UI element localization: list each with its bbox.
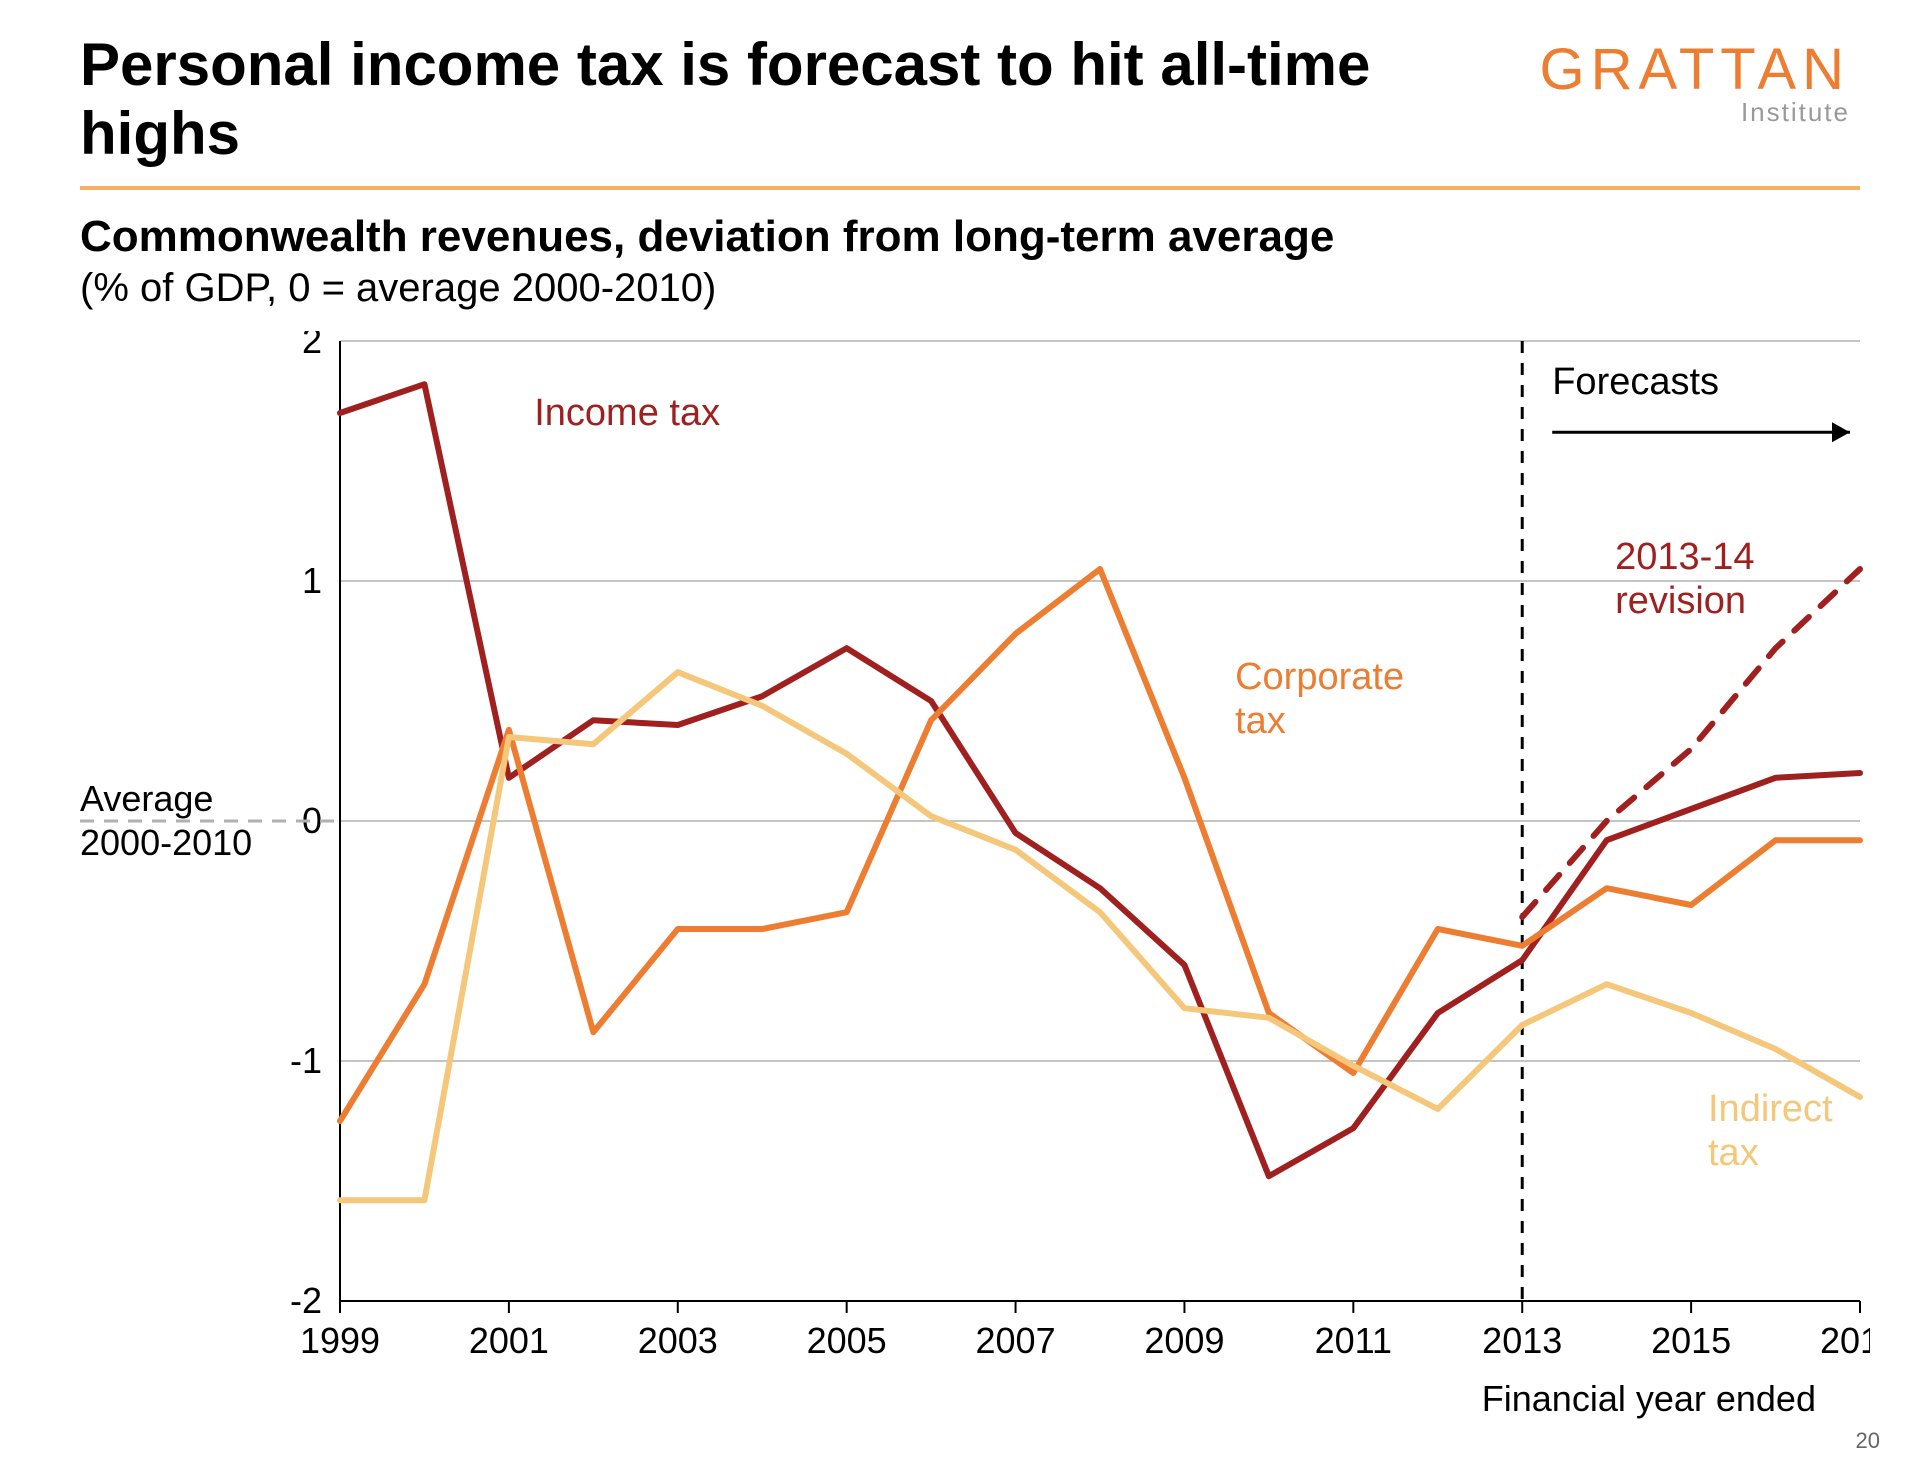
chart-container: -2-1012Average2000-201019992001200320052… (80, 331, 1860, 1441)
x-tick-label: 2015 (1651, 1320, 1731, 1361)
logo-main: GRATTAN (1539, 36, 1850, 103)
x-tick-label: 2005 (807, 1320, 887, 1361)
average-label-1: Average (80, 778, 213, 819)
series-label: Corporate (1235, 656, 1404, 698)
x-tick-label: 2013 (1482, 1320, 1562, 1361)
line-chart: -2-1012Average2000-201019992001200320052… (80, 331, 1870, 1441)
series-label: tax (1235, 700, 1286, 742)
divider (80, 186, 1860, 190)
x-axis-title: Financial year ended (1482, 1378, 1816, 1419)
page-title: Personal income tax is forecast to hit a… (80, 30, 1380, 168)
x-tick-label: 2007 (976, 1320, 1056, 1361)
x-tick-label: 2001 (469, 1320, 549, 1361)
x-tick-label: 2017 (1820, 1320, 1870, 1361)
series-line (340, 384, 1860, 1176)
y-tick-label: 1 (302, 560, 322, 601)
series-label: 2013-14 (1615, 536, 1754, 578)
y-tick-label: -1 (290, 1040, 322, 1081)
series-line (340, 569, 1860, 1121)
series-label: tax (1708, 1132, 1759, 1174)
x-tick-label: 2011 (1315, 1320, 1392, 1361)
y-tick-label: -2 (290, 1280, 322, 1321)
x-tick-label: 1999 (300, 1320, 380, 1361)
x-tick-label: 2009 (1144, 1320, 1224, 1361)
x-tick-label: 2003 (638, 1320, 718, 1361)
series-label: Indirect (1708, 1088, 1833, 1130)
forecasts-label: Forecasts (1552, 361, 1719, 403)
series-label: revision (1615, 580, 1746, 622)
subtitle: Commonwealth revenues, deviation from lo… (80, 212, 1860, 262)
y-tick-label: 2 (302, 331, 322, 361)
series-label: Income tax (534, 392, 720, 434)
page-number: 20 (1856, 1428, 1880, 1454)
subtitle-secondary: (% of GDP, 0 = average 2000-2010) (80, 266, 1860, 311)
logo: GRATTAN Institute (1539, 30, 1860, 128)
average-label-2: 2000-2010 (80, 822, 252, 863)
